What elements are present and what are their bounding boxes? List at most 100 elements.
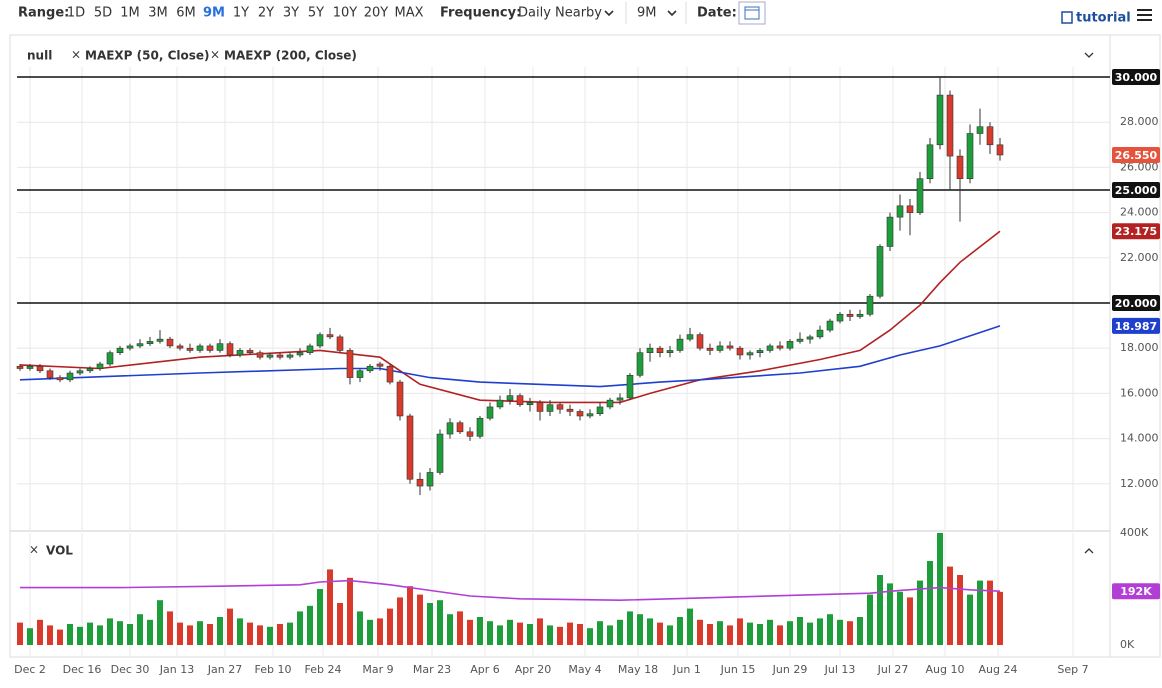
y-tick-label: 26.000 xyxy=(1120,160,1159,173)
volume-bar xyxy=(207,624,213,645)
volume-bar xyxy=(737,618,743,645)
candle-body xyxy=(256,352,264,358)
volume-bar xyxy=(707,624,713,645)
y-tick-label: 0K xyxy=(1120,638,1135,651)
candle-body xyxy=(286,354,294,358)
range-button[interactable]: 2Y xyxy=(258,6,274,21)
collapse-chevron[interactable] xyxy=(1084,52,1094,58)
candle-body xyxy=(276,354,284,358)
volume-bar xyxy=(917,580,923,645)
candle-body xyxy=(836,313,844,322)
candle-body xyxy=(36,365,44,372)
candle-body xyxy=(86,368,94,372)
candle-body xyxy=(216,343,224,351)
volume-bar xyxy=(437,600,443,645)
legend-close[interactable]: × xyxy=(71,48,81,62)
volume-bar xyxy=(397,597,403,645)
calendar-button[interactable] xyxy=(738,1,766,25)
candle-body xyxy=(766,345,774,351)
volume-bar xyxy=(347,577,353,645)
volume-bar xyxy=(537,618,543,645)
range-button[interactable]: MAX xyxy=(394,6,423,21)
candle-body xyxy=(726,345,734,349)
range-button[interactable]: 9M xyxy=(203,6,225,21)
volume-bar xyxy=(487,621,493,645)
x-tick-label: Dec 30 xyxy=(111,663,150,676)
candle-body xyxy=(326,334,334,338)
candle-body xyxy=(866,295,874,315)
range-button[interactable]: 6M xyxy=(176,6,196,21)
pane-title: VOL xyxy=(46,544,73,558)
volume-bar xyxy=(497,625,503,645)
volume-bar xyxy=(297,611,303,645)
volume-bar xyxy=(617,619,623,645)
moving-average xyxy=(19,230,1001,404)
tutorial-link[interactable]: tutorial xyxy=(1076,11,1131,26)
range-button[interactable]: 5D xyxy=(94,6,112,21)
volume-bar xyxy=(797,617,803,645)
candle-body xyxy=(106,352,114,365)
candle-body xyxy=(246,350,254,353)
volume-bar xyxy=(597,621,603,645)
hline-label: 20.000 xyxy=(1115,297,1158,310)
y-tick-label: 16.000 xyxy=(1120,386,1159,399)
candle-body xyxy=(936,94,944,146)
volume-bar xyxy=(87,622,93,645)
volume-bar xyxy=(407,586,413,645)
candle-body xyxy=(736,347,744,356)
volume-bar xyxy=(427,603,433,645)
candle-body xyxy=(496,399,504,408)
range-button[interactable]: 10Y xyxy=(333,6,358,21)
range-button[interactable]: 3Y xyxy=(283,6,299,21)
volume-bar xyxy=(367,619,373,645)
x-tick-label: Aug 10 xyxy=(926,663,965,676)
candle-body xyxy=(436,433,444,473)
volume-bar xyxy=(967,594,973,645)
y-tick-label: 22.000 xyxy=(1120,251,1159,264)
pane-close[interactable]: × xyxy=(29,543,39,557)
candle-body xyxy=(696,334,704,349)
volume-bar xyxy=(827,614,833,645)
range-button[interactable]: 1D xyxy=(67,6,85,21)
candle-body xyxy=(206,345,214,351)
volume-bar xyxy=(57,629,63,645)
candle-body xyxy=(166,338,174,347)
volume-bar xyxy=(907,597,913,645)
candle-body xyxy=(706,347,714,351)
candle-body xyxy=(96,363,104,369)
volume-bar xyxy=(977,580,983,645)
volume-bar xyxy=(457,611,463,645)
volume-bar xyxy=(147,619,153,645)
candle-body xyxy=(966,133,974,179)
volume-bar xyxy=(357,611,363,645)
legend-close[interactable]: × xyxy=(210,48,220,62)
range-button[interactable]: 1Y xyxy=(233,6,249,21)
x-tick-label: Aug 24 xyxy=(979,663,1018,676)
frequency-select[interactable]: Daily Nearby xyxy=(518,6,602,21)
candle-body xyxy=(126,345,134,349)
volume-bar xyxy=(467,619,473,645)
volume-bar xyxy=(887,583,893,645)
frequency-label: Frequency: xyxy=(440,6,521,21)
volume-bar xyxy=(647,618,653,645)
range-label: Range: xyxy=(18,6,69,21)
period-select[interactable]: 9M xyxy=(637,6,657,21)
collapse-chevron[interactable] xyxy=(1084,548,1094,554)
candle-body xyxy=(226,343,234,356)
volume-bar xyxy=(727,625,733,645)
candle-body xyxy=(616,397,624,401)
candle-body xyxy=(886,216,894,247)
candle-body xyxy=(306,345,314,353)
volume-bar xyxy=(877,575,883,645)
candle-body xyxy=(646,347,654,353)
range-button[interactable]: 1M xyxy=(120,6,140,21)
x-tick-label: Jan 13 xyxy=(159,663,194,676)
menu-icon[interactable] xyxy=(1137,9,1152,21)
range-button[interactable]: 5Y xyxy=(308,6,324,21)
candle-body xyxy=(46,370,54,378)
volume-bar xyxy=(867,594,873,645)
range-button[interactable]: 3M xyxy=(148,6,168,21)
volume-bar xyxy=(767,619,773,645)
range-button[interactable]: 20Y xyxy=(364,6,389,21)
candle-body xyxy=(856,313,864,317)
